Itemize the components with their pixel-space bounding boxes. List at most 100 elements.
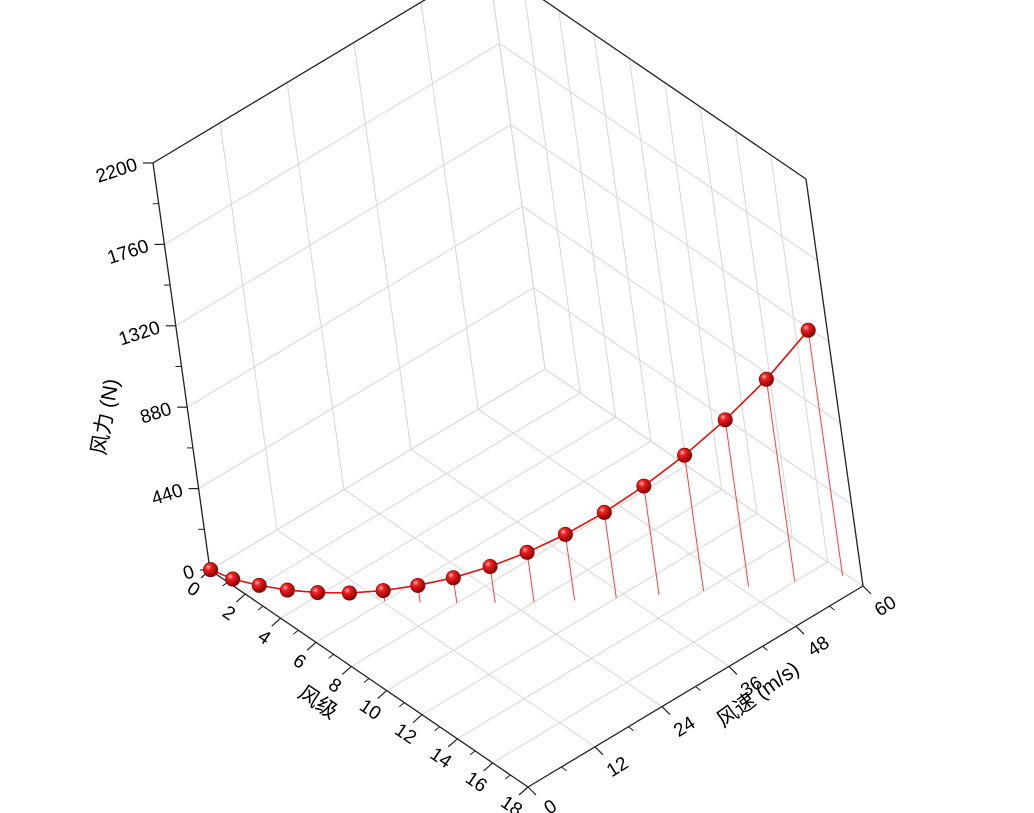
data-point	[557, 526, 573, 542]
grid-line	[421, 513, 758, 716]
x-tick	[235, 593, 246, 603]
drop-line	[603, 512, 617, 599]
z-tick-label: 0	[181, 562, 198, 585]
grid-line	[593, 34, 652, 442]
grid-line	[457, 537, 793, 740]
data-point	[677, 447, 693, 463]
data-point	[800, 322, 816, 338]
z-axis-title: 风力 (N)	[88, 377, 124, 457]
grid-line	[186, 205, 523, 408]
grid-line	[276, 529, 596, 748]
y-tick	[862, 585, 872, 595]
grid-line	[521, 205, 841, 424]
z-tick-label: 2200	[93, 155, 140, 188]
x-tick-label: 12	[391, 720, 420, 749]
x-minor-tick	[293, 629, 299, 635]
x-minor-tick	[399, 702, 405, 708]
data-point	[636, 478, 652, 494]
frame-edge	[542, 0, 807, 180]
data-point	[410, 577, 426, 593]
y-minor-tick	[561, 766, 567, 772]
y-tick-label: 48	[804, 632, 833, 661]
grid-line	[628, 58, 687, 466]
grid-line	[510, 124, 830, 343]
grid-line	[664, 82, 723, 490]
x-tick	[412, 714, 423, 724]
x-minor-tick	[363, 678, 370, 683]
grid-line	[410, 448, 730, 667]
x-tick	[518, 786, 529, 796]
y-tick-label: 60	[871, 592, 900, 621]
grid-line	[770, 154, 829, 562]
data-point	[519, 544, 535, 560]
drop-line	[724, 419, 750, 587]
x-tick	[341, 665, 352, 675]
data-point	[341, 585, 357, 601]
x-tick	[271, 617, 282, 627]
grid-line	[209, 368, 546, 571]
grid-layer	[152, 0, 864, 788]
x-tick-label: 6	[289, 650, 310, 673]
series-line	[210, 329, 809, 594]
x-minor-tick	[434, 726, 440, 732]
y-tick-label: 12	[603, 753, 632, 782]
grid-line	[343, 489, 663, 708]
drop-line	[765, 379, 796, 582]
y-tick	[728, 665, 738, 675]
x-minor-tick	[328, 653, 334, 659]
grid-line	[175, 124, 512, 327]
grid-line	[477, 408, 797, 627]
grid-line	[245, 392, 581, 595]
axes-frame	[152, 0, 864, 788]
data-point	[310, 585, 326, 601]
x-minor-tick	[257, 605, 264, 611]
x-tick-label: 18	[497, 792, 526, 813]
data-point	[225, 571, 241, 587]
x-tick	[483, 762, 494, 772]
x-tick	[306, 641, 317, 651]
data-point	[203, 562, 219, 578]
data-point	[717, 412, 733, 428]
z-tick-label: 440	[149, 480, 186, 510]
grid-line	[524, 0, 581, 394]
y-tick-label: 24	[670, 712, 699, 741]
drop-line	[643, 486, 660, 596]
grid-line	[386, 489, 722, 691]
z-tick-label: 1760	[105, 236, 152, 269]
drop-line	[526, 552, 535, 603]
y-minor-tick	[695, 686, 701, 691]
data-point	[482, 559, 498, 575]
y-minor-tick	[829, 605, 835, 611]
data-point	[251, 577, 267, 593]
grid-line	[492, 561, 828, 764]
grid-line	[219, 122, 278, 530]
grid-line	[544, 368, 864, 587]
data-point	[375, 583, 391, 599]
grid-line	[558, 10, 617, 418]
grid-line	[699, 106, 758, 514]
drop-lines	[258, 330, 844, 604]
grid-line	[152, 0, 426, 164]
z-tick-label: 880	[138, 399, 175, 429]
y-minor-tick	[628, 726, 634, 732]
grid-line	[499, 42, 818, 261]
drop-line	[564, 534, 576, 601]
y-tick	[661, 706, 671, 716]
z-tick-label: 1320	[116, 317, 163, 350]
grid-line	[492, 0, 546, 370]
x-minor-tick	[469, 750, 476, 756]
grid-line	[164, 42, 500, 245]
grid-line	[315, 440, 652, 643]
grid-line	[198, 287, 534, 490]
x-tick-label: 2	[218, 602, 239, 625]
y-minor-tick	[762, 645, 768, 651]
data-points	[203, 322, 816, 601]
x-tick-label: 14	[426, 744, 456, 773]
x-minor-tick	[505, 774, 511, 780]
grid-line	[420, 2, 479, 410]
frame-edge	[805, 178, 864, 587]
data-point	[279, 582, 295, 598]
grid-line	[353, 42, 412, 450]
grid-line	[542, 0, 807, 180]
